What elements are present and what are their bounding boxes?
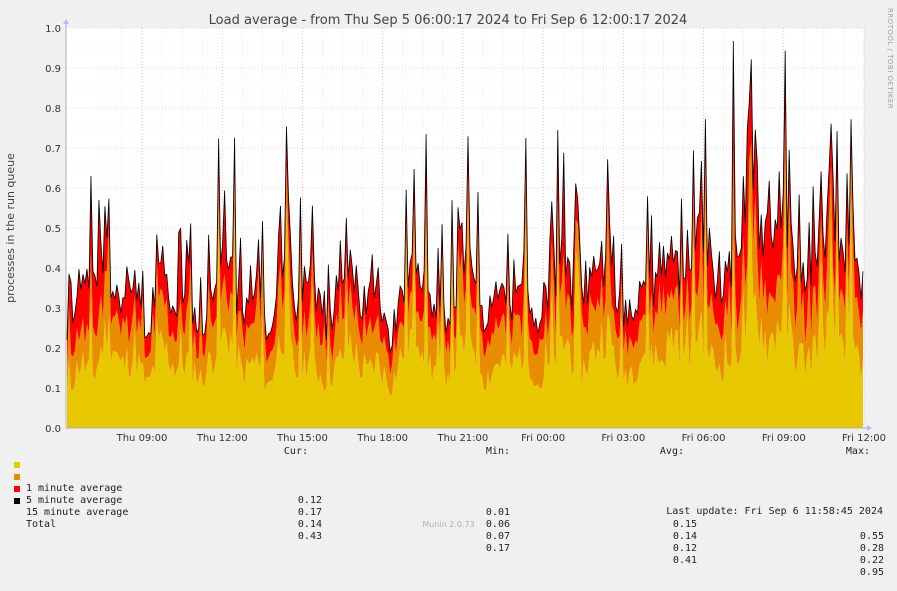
y-tick-label: 0.3 (45, 304, 61, 315)
max-total: 0.95 (859, 567, 884, 578)
swatch-1min (14, 462, 20, 468)
legend-header-avg: Avg: (659, 446, 684, 457)
cur-15min: 0.14 (297, 519, 322, 530)
y-tick-label: 0.8 (45, 104, 61, 115)
cur-total: 0.43 (297, 531, 322, 542)
cur-1min: 0.12 (297, 495, 322, 506)
y-tick-label: 0.6 (45, 184, 61, 195)
legend-row-1min: 1 minute average 0.12 0.01 0.15 0.55 (14, 459, 894, 542)
swatch-15min (14, 486, 20, 492)
swatch-5min (14, 474, 20, 480)
x-tick-label: Fri 00:00 (521, 433, 565, 444)
x-tick-label: Thu 18:00 (356, 433, 408, 444)
x-tick-labels: Thu 09:00 Thu 12:00 Thu 15:00 Thu 18:00 Thu … (116, 433, 886, 444)
last-update-text: Last update: Fri Sep 6 11:58:45 2024 (666, 506, 883, 517)
x-tick-label: Fri 09:00 (762, 433, 806, 444)
y-tick-label: 0.2 (45, 344, 61, 355)
x-tick-label: Thu 12:00 (196, 433, 248, 444)
swatch-total (14, 498, 20, 504)
legend-header-min: Min: (485, 446, 510, 457)
munin-version: Munin 2.0.73 (422, 520, 475, 529)
y-axis-arrow (63, 19, 69, 24)
series-line-total (66, 41, 864, 353)
x-tick-label: Thu 21:00 (436, 433, 488, 444)
y-tick-label: 0.4 (45, 264, 61, 275)
legend-header-max: Max: (845, 446, 870, 457)
min-5min: 0.06 (485, 519, 510, 530)
series-areas (66, 41, 864, 428)
x-tick-label: Fri 06:00 (682, 433, 726, 444)
max-1min: 0.55 (859, 531, 884, 542)
legend-label-5min: 5 minute average (26, 495, 123, 506)
min-15min: 0.07 (485, 531, 510, 542)
x-axis-arrow (867, 425, 872, 431)
y-tick-label: 0.5 (45, 224, 61, 235)
series-area-1min (67, 174, 863, 428)
legend-label-15min: 15 minute average (26, 507, 129, 518)
series-area-15min (67, 41, 863, 375)
y-tick-label: 0.0 (45, 424, 61, 435)
max-5min: 0.28 (859, 543, 884, 554)
series-area-5min (67, 117, 863, 396)
x-tick-label: Fri 03:00 (601, 433, 645, 444)
x-tick-label: Thu 15:00 (276, 433, 328, 444)
y-tick-label: 0.7 (45, 144, 61, 155)
legend-header-cur: Cur: (283, 446, 308, 457)
y-tick-label: 1.0 (45, 24, 61, 35)
avg-15min: 0.12 (672, 543, 697, 554)
cur-5min: 0.17 (297, 507, 322, 518)
avg-1min: 0.15 (672, 519, 697, 530)
max-15min: 0.22 (859, 555, 884, 566)
x-tick-label: Fri 12:00 (842, 433, 886, 444)
min-total: 0.17 (485, 543, 510, 554)
y-axis-label: processes in the run queue (4, 153, 17, 303)
min-1min: 0.01 (485, 507, 510, 518)
legend-label-1min: 1 minute average (26, 483, 123, 494)
x-tick-label: Thu 09:00 (116, 433, 168, 444)
axes (63, 19, 872, 431)
legend-label-total: Total (26, 519, 57, 530)
avg-total: 0.41 (672, 555, 697, 566)
y-tick-label: 0.1 (45, 384, 61, 395)
chart-title: Load average - from Thu Sep 5 06:00:17 2… (209, 13, 688, 28)
y-tick-labels: 0.0 0.1 0.2 0.3 0.4 0.5 0.6 0.7 0.8 0.9 1.0 (45, 24, 61, 435)
rrdtool-watermark: RRDTOOL / TOBI OETIKER (886, 8, 894, 109)
load-average-chart: Load average - from Thu Sep 5 06:00:17 2… (4, 8, 894, 444)
y-tick-label: 0.9 (45, 64, 61, 75)
legend-row-15min: 15 minute average 0.14 0.07 0.12 0.22 (14, 483, 894, 566)
legend-row-5min: 5 minute average 0.17 0.06 0.14 0.28 (14, 471, 894, 554)
avg-5min: 0.14 (672, 531, 697, 542)
